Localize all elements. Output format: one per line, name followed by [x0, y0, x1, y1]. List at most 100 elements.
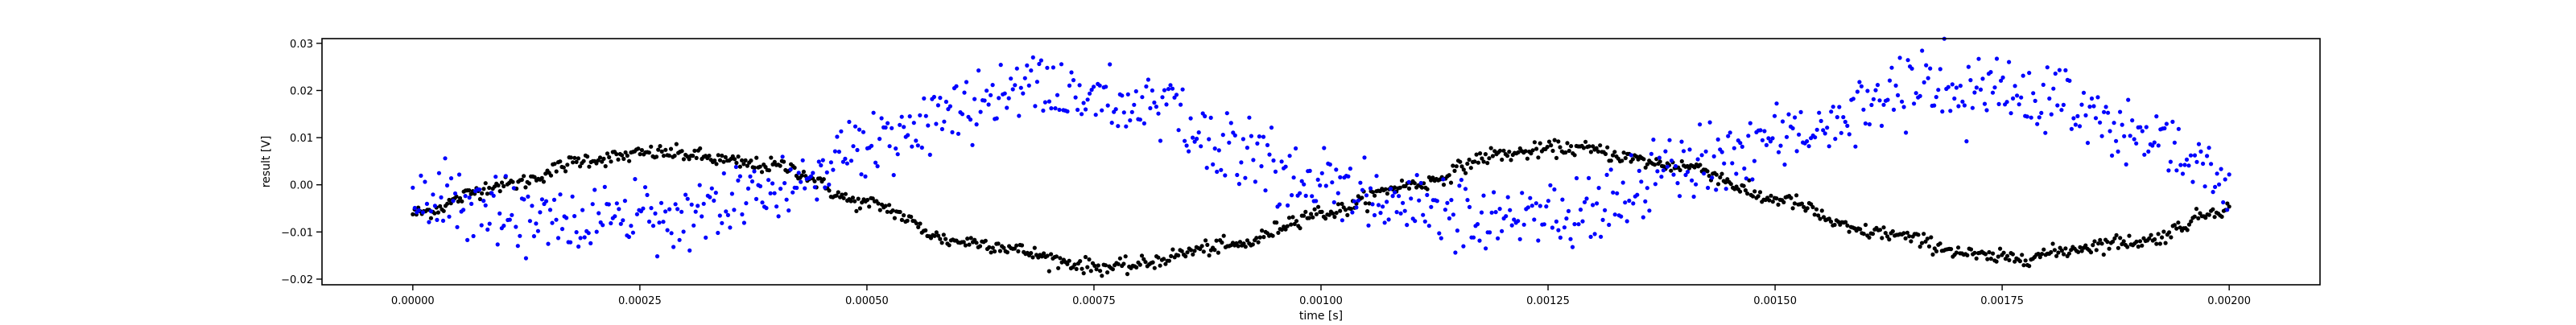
data-point: [2021, 263, 2026, 268]
data-point: [2162, 125, 2167, 131]
data-point: [1273, 169, 1278, 174]
data-point: [1536, 238, 1541, 243]
data-point: [816, 159, 821, 164]
data-point: [843, 156, 848, 161]
data-point: [1948, 109, 1953, 113]
data-point: [2219, 167, 2223, 171]
data-point: [1738, 141, 1743, 146]
data-point: [1833, 137, 1838, 142]
data-point: [1237, 240, 1243, 245]
data-point: [1150, 88, 1154, 93]
data-point: [1994, 56, 2000, 61]
data-point: [799, 179, 803, 184]
data-point: [2061, 102, 2066, 107]
data-point: [1441, 183, 1447, 187]
data-point: [1245, 146, 1249, 150]
data-point: [1681, 149, 1686, 154]
data-point: [1108, 62, 1113, 67]
data-point: [996, 241, 1001, 246]
data-point: [1742, 166, 1747, 171]
data-point: [625, 153, 630, 158]
x-tick-label: 0.00175: [1980, 295, 2024, 307]
data-point: [1188, 248, 1194, 253]
data-point: [1516, 150, 1521, 154]
data-point: [1386, 217, 1391, 222]
data-point: [1750, 194, 1755, 199]
data-point: [1903, 236, 1908, 241]
data-point: [2207, 146, 2211, 150]
data-point: [1880, 236, 1885, 241]
data-point: [639, 148, 645, 153]
data-point: [1191, 252, 1195, 257]
data-point: [1430, 175, 1435, 180]
data-point: [841, 195, 846, 200]
data-point: [1363, 201, 1368, 206]
data-point: [1752, 189, 1757, 194]
data-point: [570, 194, 575, 199]
data-point: [1255, 141, 1260, 146]
data-point: [1104, 84, 1108, 89]
data-point: [1406, 179, 1411, 184]
x-tick-label: 0.00050: [845, 295, 889, 307]
data-point: [1071, 78, 1076, 83]
data-point: [1065, 109, 1070, 114]
data-point: [2186, 163, 2191, 168]
data-point: [2043, 130, 2048, 135]
data-point: [1088, 269, 1093, 274]
data-point: [621, 156, 626, 162]
data-point: [1392, 185, 1397, 190]
data-point: [1017, 113, 1022, 118]
data-point: [1191, 135, 1195, 140]
data-point: [1465, 198, 1470, 203]
data-point: [922, 96, 927, 101]
data-point: [982, 98, 987, 103]
data-point: [1619, 214, 1624, 219]
data-point: [1972, 250, 1977, 255]
data-point: [1261, 134, 1266, 139]
data-point: [1422, 219, 1427, 224]
data-point: [1041, 108, 1046, 113]
data-point: [1129, 109, 1134, 114]
data-point: [808, 174, 813, 179]
data-point: [1994, 259, 1999, 264]
data-point: [1900, 99, 1905, 104]
data-point: [1839, 130, 1843, 135]
data-point: [2125, 245, 2130, 249]
data-point: [1780, 119, 1785, 124]
data-point: [576, 244, 581, 249]
data-point: [1525, 205, 1530, 210]
data-point: [1254, 236, 1259, 241]
data-point: [1166, 87, 1171, 92]
data-point: [485, 191, 490, 196]
y-axis-label: result [V]: [260, 136, 273, 188]
data-point: [627, 158, 632, 163]
data-point: [1863, 121, 1868, 126]
data-point: [661, 220, 666, 224]
data-point: [661, 154, 667, 158]
data-point: [1125, 272, 1130, 277]
data-point: [1663, 149, 1668, 154]
data-point: [1117, 256, 1122, 261]
data-point: [1461, 167, 1466, 172]
data-point: [2126, 97, 2131, 102]
data-point: [467, 188, 472, 193]
data-point: [1176, 128, 1181, 133]
data-point: [856, 196, 861, 201]
data-points: [411, 36, 2231, 278]
data-point: [1168, 83, 1173, 88]
data-point: [927, 152, 932, 157]
data-point: [1962, 103, 1967, 108]
data-point: [1141, 121, 1146, 125]
data-point: [752, 165, 758, 171]
data-point: [2079, 102, 2084, 107]
data-point: [887, 203, 892, 208]
data-point: [510, 212, 514, 217]
data-point: [1405, 223, 1410, 228]
data-point: [2202, 184, 2207, 189]
data-point: [455, 224, 460, 229]
data-point: [1133, 88, 1138, 94]
data-point: [708, 195, 712, 200]
data-point: [1657, 159, 1662, 164]
data-point: [1968, 247, 1974, 252]
data-point: [428, 209, 434, 214]
